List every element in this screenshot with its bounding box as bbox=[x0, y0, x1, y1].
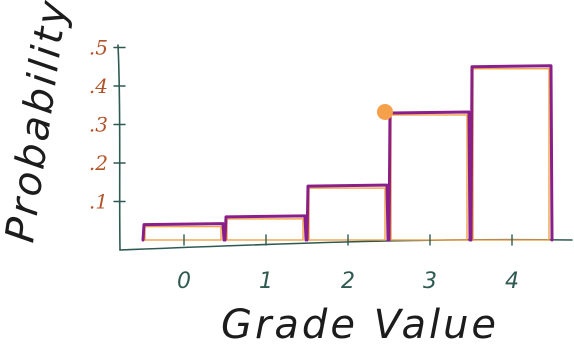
x-axis-line bbox=[119, 238, 573, 251]
bar-trace bbox=[308, 187, 386, 241]
ticks: .1 .2 .3 .4 .5 0 1 2 3 4 bbox=[89, 36, 519, 295]
y-tick-label: .4 bbox=[89, 74, 108, 98]
bar-trace bbox=[144, 225, 222, 241]
x-tick-label: 2 bbox=[341, 269, 355, 294]
x-tick-label: 1 bbox=[259, 269, 273, 294]
y-tick-label: .3 bbox=[89, 113, 108, 137]
bar bbox=[387, 110, 472, 242]
bar bbox=[223, 214, 308, 242]
x-tick-label: 0 bbox=[177, 269, 191, 294]
bar-trace bbox=[472, 68, 550, 241]
axes bbox=[117, 44, 573, 251]
y-axis-line bbox=[117, 44, 121, 251]
x-axis-title: Grade Value bbox=[221, 302, 499, 345]
bar bbox=[469, 64, 554, 242]
bars bbox=[141, 64, 554, 242]
y-axis-title: Probability bbox=[0, 0, 77, 245]
y-tick-label: .5 bbox=[89, 36, 108, 60]
x-tick-label: 4 bbox=[505, 269, 519, 294]
bar bbox=[141, 222, 226, 242]
x-tick-label: 3 bbox=[423, 269, 437, 294]
bar-trace bbox=[390, 114, 468, 241]
bar-trace bbox=[226, 218, 304, 241]
bar bbox=[305, 183, 390, 242]
y-tick-label: .1 bbox=[89, 190, 108, 214]
highlight-point bbox=[377, 103, 393, 120]
y-tick-label: .2 bbox=[89, 151, 108, 175]
